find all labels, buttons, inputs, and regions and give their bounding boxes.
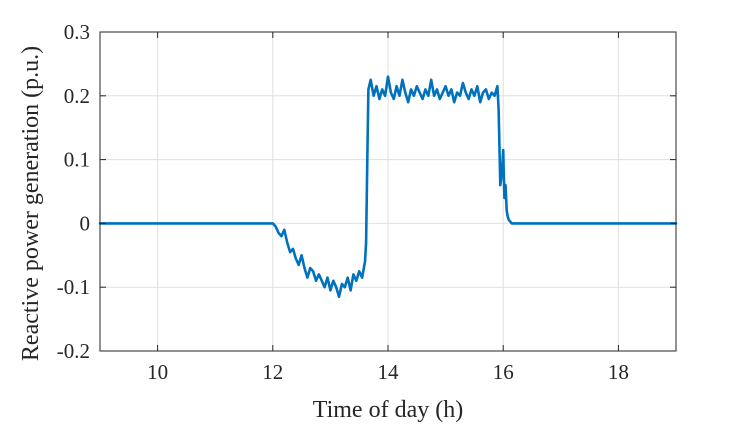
y-tick-label: -0.1 (57, 275, 90, 299)
x-tick-label: 12 (262, 360, 283, 384)
x-axis-label: Time of day (h) (313, 397, 463, 423)
x-tick-labels: 10 12 14 16 18 (147, 360, 629, 384)
tick-marks (100, 31, 676, 352)
y-tick-label: -0.2 (57, 339, 90, 363)
series-line (98, 75, 678, 299)
y-tick-label: 0.3 (64, 20, 90, 44)
y-tick-label: 0.2 (64, 84, 90, 108)
y-tick-label: 0.1 (64, 148, 90, 172)
y-tick-label: 0 (80, 211, 91, 235)
y-tick-labels: -0.2 -0.1 0 0.1 0.2 0.3 (57, 20, 90, 363)
x-tick-label: 16 (493, 360, 514, 384)
x-tick-label: 18 (608, 360, 629, 384)
x-tick-label: 10 (147, 360, 168, 384)
x-tick-label: 14 (378, 360, 400, 384)
series-layer (98, 75, 678, 299)
y-axis-label: Reactive power generation (p.u.) (18, 46, 44, 361)
